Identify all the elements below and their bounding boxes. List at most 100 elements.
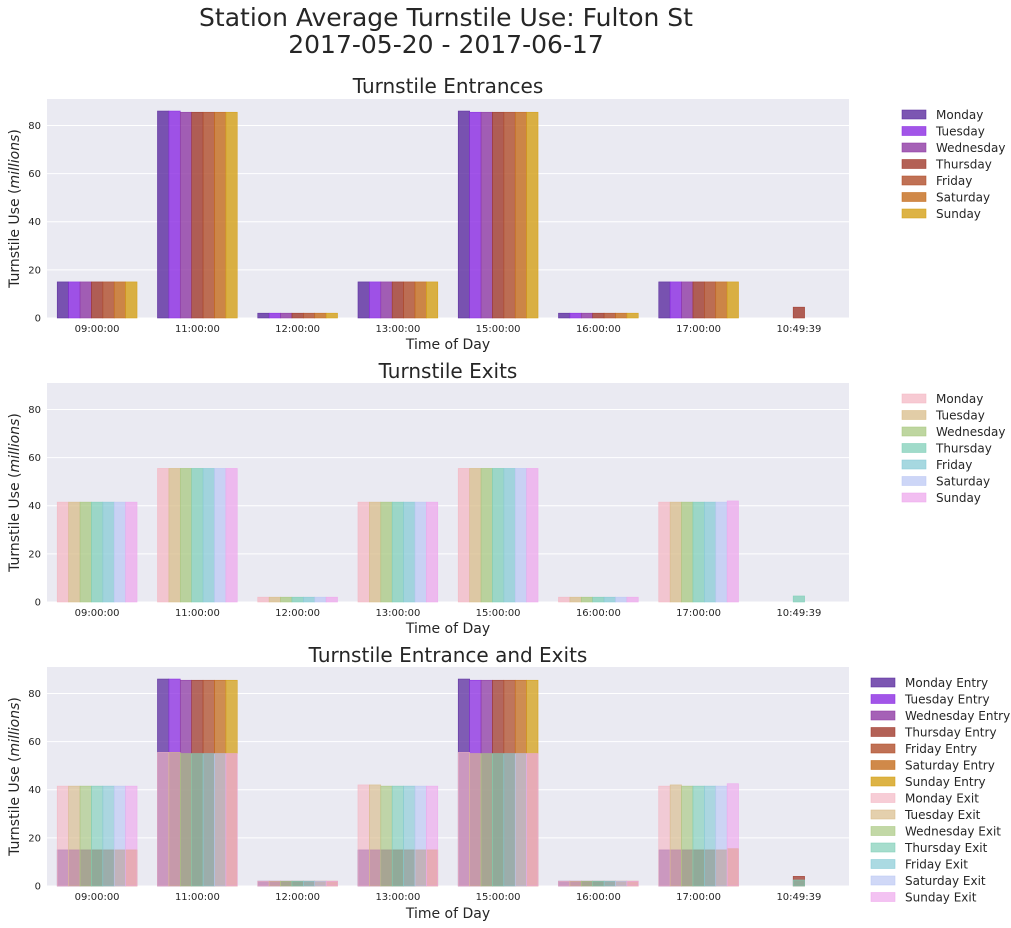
bar-saturday-09-00-00	[113, 501, 126, 603]
bar-wednesday-exit-15-00-00	[480, 753, 493, 887]
bar-sunday-16-00-00	[626, 312, 639, 319]
bar-monday-exit-12-00-00	[257, 880, 270, 887]
legend-label-friday-entry: Friday Entry	[905, 742, 977, 756]
x-tick-label: 09:00:00	[75, 892, 120, 903]
bar-monday-12-00-00	[257, 312, 270, 319]
bar-wednesday-exit-16-00-00	[580, 880, 593, 887]
bar-friday-11-00-00	[202, 468, 215, 603]
x-tick-label: 17:00:00	[676, 324, 721, 335]
legend-label-saturday: Saturday	[936, 191, 990, 205]
bar-friday-exit-12-00-00	[303, 880, 316, 887]
bar-friday-12-00-00	[303, 312, 316, 319]
bar-monday-exit-11-00-00	[157, 752, 170, 887]
bar-tuesday-12-00-00	[268, 596, 281, 603]
bar-monday-17-00-00	[658, 281, 671, 319]
legend-swatch-friday-entry	[870, 743, 896, 754]
bar-thursday-exit-17-00-00	[692, 785, 705, 887]
bar-thursday-exit-09-00-00	[91, 785, 104, 887]
bar-friday-13-00-00	[403, 501, 416, 603]
bar-wednesday-17-00-00	[681, 281, 694, 319]
bar-thursday-exit-11-00-00	[191, 753, 204, 887]
x-tick-label: 10:49:39	[776, 892, 821, 903]
legend-swatch-friday	[901, 175, 927, 186]
bar-monday-13-00-00	[357, 281, 370, 319]
bar-sunday-exit-09-00-00	[125, 785, 138, 887]
legend-label-saturday-entry: Saturday Entry	[905, 759, 995, 773]
legend-swatch-sunday-exit	[870, 892, 896, 902]
bar-friday-12-00-00	[303, 596, 316, 603]
y-tick-label: 80	[28, 405, 41, 416]
bar-tuesday-exit-15-00-00	[469, 753, 482, 887]
chart-panel-turnstile-entrances: 0 20 40 60 80 09:00:00 11:00:00 12:00:00 13:00:0…	[7, 74, 1005, 353]
panel-title: Turnstile Entrance and Exits	[308, 643, 588, 667]
legend-swatch-wednesday-exit	[870, 826, 896, 836]
bar-saturday-exit-17-00-00	[715, 785, 728, 887]
y-tick-label: 80	[28, 689, 41, 700]
bar-friday-exit-13-00-00	[403, 785, 416, 887]
legend-swatch-tuesday-entry	[870, 694, 896, 704]
bar-saturday-exit-09-00-00	[113, 785, 126, 887]
bar-tuesday-16-00-00	[569, 596, 582, 603]
legend-swatch-thursday-entry	[870, 727, 896, 737]
legend-swatch-tuesday	[901, 126, 927, 136]
y-tick-label: 40	[28, 217, 41, 228]
x-tick-label: 11:00:00	[175, 324, 220, 335]
bar-thursday-17-00-00	[692, 281, 705, 319]
bar-thursday-exit-16-00-00	[592, 880, 605, 887]
bar-monday-16-00-00	[558, 312, 571, 319]
bar-sunday-17-00-00	[726, 500, 739, 603]
bar-friday-exit-17-00-00	[704, 785, 717, 887]
bar-thursday-10-49-39	[792, 595, 805, 603]
bar-saturday-12-00-00	[314, 312, 327, 319]
legend-label-saturday: Saturday	[936, 475, 990, 489]
bar-monday-exit-13-00-00	[357, 784, 370, 887]
figure-title-line1: Station Average Turnstile Use: Fulton St	[199, 3, 693, 32]
bar-sunday-exit-11-00-00	[225, 753, 238, 887]
bar-saturday-09-00-00	[113, 281, 126, 319]
bar-saturday-exit-15-00-00	[514, 753, 527, 887]
bar-saturday-exit-16-00-00	[615, 880, 628, 887]
bar-thursday-exit-13-00-00	[391, 785, 404, 887]
bar-wednesday-16-00-00	[580, 312, 593, 319]
legend-label-monday: Monday	[936, 108, 983, 122]
y-tick-label: 0	[35, 598, 41, 609]
x-tick-label: 10:49:39	[776, 608, 821, 619]
legend-swatch-monday-entry	[870, 677, 896, 688]
bar-thursday-10-49-39	[792, 306, 805, 319]
legend-label-thursday: Thursday	[935, 442, 992, 456]
x-tick-label: 15:00:00	[476, 324, 521, 335]
bar-wednesday-13-00-00	[380, 501, 393, 603]
bar-wednesday-exit-13-00-00	[380, 785, 393, 887]
legend-label-tuesday-entry: Tuesday Entry	[904, 693, 990, 707]
bar-wednesday-exit-17-00-00	[681, 785, 694, 887]
bar-friday-exit-11-00-00	[202, 753, 215, 887]
chart-panel-turnstile-exits: 0 20 40 60 80 09:00:00 11:00:00 12:00:00 13:00:0…	[7, 359, 1005, 637]
bar-wednesday-11-00-00	[179, 111, 192, 319]
bar-sunday-exit-12-00-00	[325, 880, 338, 887]
bar-wednesday-15-00-00	[480, 468, 493, 603]
bar-monday-15-00-00	[457, 110, 470, 319]
bar-tuesday-exit-11-00-00	[168, 752, 181, 887]
bar-sunday-16-00-00	[626, 596, 639, 603]
y-tick-label: 20	[28, 833, 41, 844]
x-axis-label: Time of Day	[405, 337, 490, 353]
y-tick-label: 80	[28, 121, 41, 132]
legend-label-friday: Friday	[936, 174, 972, 188]
y-tick-label: 0	[35, 314, 41, 325]
bar-sunday-11-00-00	[225, 111, 238, 319]
chart-panel-turnstile-entrance-and-exits: 0 20 40 60 80 09:00:00 11:00:00 12:00:00 13:00:0…	[7, 643, 1010, 922]
bar-tuesday-09-00-00	[68, 281, 81, 319]
legend-swatch-wednesday	[901, 142, 927, 153]
bar-tuesday-17-00-00	[669, 281, 682, 319]
bar-tuesday-15-00-00	[469, 468, 482, 603]
legend-label-tuesday: Tuesday	[935, 409, 985, 423]
legend-swatch-sunday-entry	[870, 776, 896, 787]
bar-wednesday-exit-11-00-00	[179, 753, 192, 887]
bar-friday-09-00-00	[102, 281, 115, 319]
bar-friday-exit-09-00-00	[102, 785, 115, 887]
legend-label-monday: Monday	[936, 392, 983, 406]
x-tick-label: 12:00:00	[275, 892, 320, 903]
legend-label-sunday-entry: Sunday Entry	[905, 775, 986, 789]
x-tick-label: 15:00:00	[476, 608, 521, 619]
bar-sunday-12-00-00	[325, 312, 338, 319]
